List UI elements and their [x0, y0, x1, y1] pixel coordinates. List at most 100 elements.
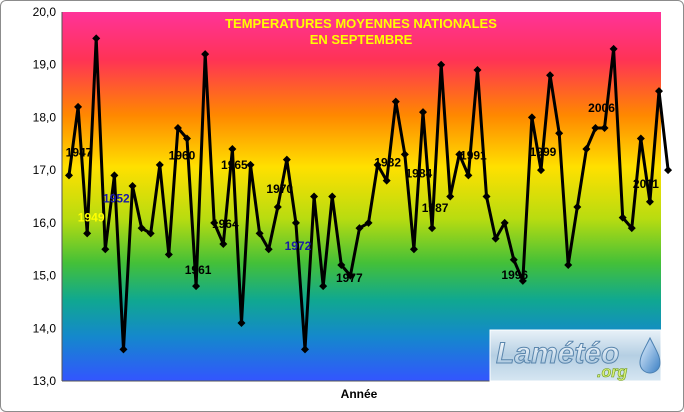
data-point-marker	[382, 176, 391, 185]
data-point-marker	[246, 160, 255, 169]
data-point-marker	[419, 108, 427, 117]
year-annotation: 1970	[266, 182, 293, 196]
data-point-marker	[291, 218, 300, 227]
data-point-marker	[310, 192, 319, 201]
data-point-marker	[355, 224, 364, 233]
data-point-marker	[101, 245, 110, 254]
data-point-marker	[482, 192, 491, 201]
data-point-marker	[609, 44, 618, 53]
year-annotation: 1977	[336, 271, 363, 285]
data-point-marker	[437, 60, 446, 69]
data-point-marker	[119, 345, 128, 354]
year-annotation: 1960	[169, 149, 196, 163]
data-point-marker	[582, 145, 591, 154]
data-point-marker	[618, 213, 627, 222]
data-point-marker	[391, 97, 400, 106]
data-point-marker	[192, 282, 201, 291]
data-point-marker	[92, 34, 101, 43]
water-drop-icon	[639, 336, 661, 374]
data-point-marker	[273, 203, 282, 212]
lameteo-logo: Lamétéo .org	[489, 329, 662, 382]
year-annotation: 1965	[221, 158, 248, 172]
data-point-marker	[546, 71, 555, 80]
data-point-marker	[464, 171, 473, 180]
data-point-marker	[655, 87, 663, 96]
data-point-marker	[446, 192, 455, 201]
data-point-marker	[500, 218, 509, 227]
year-annotation: 1987	[422, 201, 449, 215]
y-tick-label: 16,0	[33, 216, 57, 230]
data-point-marker	[400, 150, 409, 159]
y-tick-label: 15,0	[33, 269, 57, 283]
year-annotation: 1996	[501, 268, 528, 282]
data-point-marker	[201, 50, 210, 59]
data-point-marker	[627, 224, 636, 233]
chart-title-line-1: TEMPERATURES MOYENNES NATIONALES	[225, 16, 497, 31]
data-point-marker	[564, 261, 573, 270]
y-axis-tick-labels: 13,0 14,0 15,0 16,0 17,0 18,0 19,0 20,0	[33, 5, 57, 388]
data-point-marker	[409, 245, 418, 254]
data-point-marker	[228, 145, 237, 154]
data-point-marker	[264, 245, 273, 254]
year-annotation: 2011	[633, 177, 659, 191]
data-point-marker	[328, 192, 337, 201]
data-point-marker	[301, 345, 309, 354]
chart-title-line-2: EN SEPTEMBRE	[310, 32, 413, 47]
year-annotation: 1947	[66, 145, 93, 159]
data-point-marker	[219, 239, 228, 248]
data-point-marker	[155, 160, 164, 169]
data-point-marker	[164, 250, 173, 259]
data-point-marker	[255, 229, 264, 238]
logo-suffix-text: .org	[597, 364, 627, 381]
year-annotation: 1999	[530, 145, 557, 159]
year-annotation: 1952	[103, 191, 130, 205]
data-point-marker	[537, 166, 545, 175]
data-point-marker	[319, 282, 328, 291]
data-point-marker	[128, 181, 137, 190]
data-point-marker	[337, 261, 346, 270]
data-point-marker	[509, 255, 518, 264]
y-tick-label: 14,0	[33, 321, 57, 335]
logo-main-text: Lamétéo	[496, 337, 619, 370]
data-point-marker	[364, 218, 373, 227]
data-point-marker	[518, 276, 527, 285]
y-tick-label: 18,0	[33, 110, 57, 124]
data-point-marker	[237, 319, 246, 328]
year-annotation: 1961	[185, 263, 212, 277]
data-point-marker	[137, 224, 146, 233]
data-point-marker	[346, 271, 355, 280]
year-annotation: 1972	[285, 239, 312, 253]
series-markers	[65, 34, 673, 354]
data-point-marker	[210, 218, 219, 227]
data-point-marker	[555, 129, 564, 138]
data-point-marker	[636, 134, 645, 143]
year-annotations: 1947 1949 1952 1960 1961 1964 1965 1970 1972 1977…	[66, 101, 660, 285]
data-point-marker	[83, 229, 92, 238]
plot-area-background	[62, 12, 661, 381]
data-point-marker	[183, 134, 191, 143]
year-annotation: 1982	[374, 156, 401, 170]
data-point-marker	[65, 171, 73, 180]
year-annotation: 1991	[460, 148, 487, 162]
year-annotation: 1949	[78, 210, 105, 224]
data-point-marker	[591, 123, 600, 132]
y-tick-label: 13,0	[33, 374, 57, 388]
logo-background	[489, 329, 662, 382]
year-annotation: 1984	[405, 166, 432, 180]
data-point-marker	[473, 65, 482, 74]
data-point-marker	[455, 150, 464, 159]
data-point-marker	[664, 166, 673, 175]
x-axis-label: Année	[341, 387, 378, 401]
year-annotation: 2006	[588, 101, 615, 115]
data-point-marker	[282, 155, 291, 164]
data-point-marker	[527, 113, 536, 122]
data-point-marker	[110, 171, 119, 180]
data-point-marker	[173, 123, 182, 132]
y-tick-label: 17,0	[33, 163, 57, 177]
data-point-marker	[146, 229, 155, 238]
data-point-marker	[600, 123, 609, 132]
data-point-marker	[645, 197, 654, 206]
y-tick-label: 20,0	[33, 5, 57, 19]
